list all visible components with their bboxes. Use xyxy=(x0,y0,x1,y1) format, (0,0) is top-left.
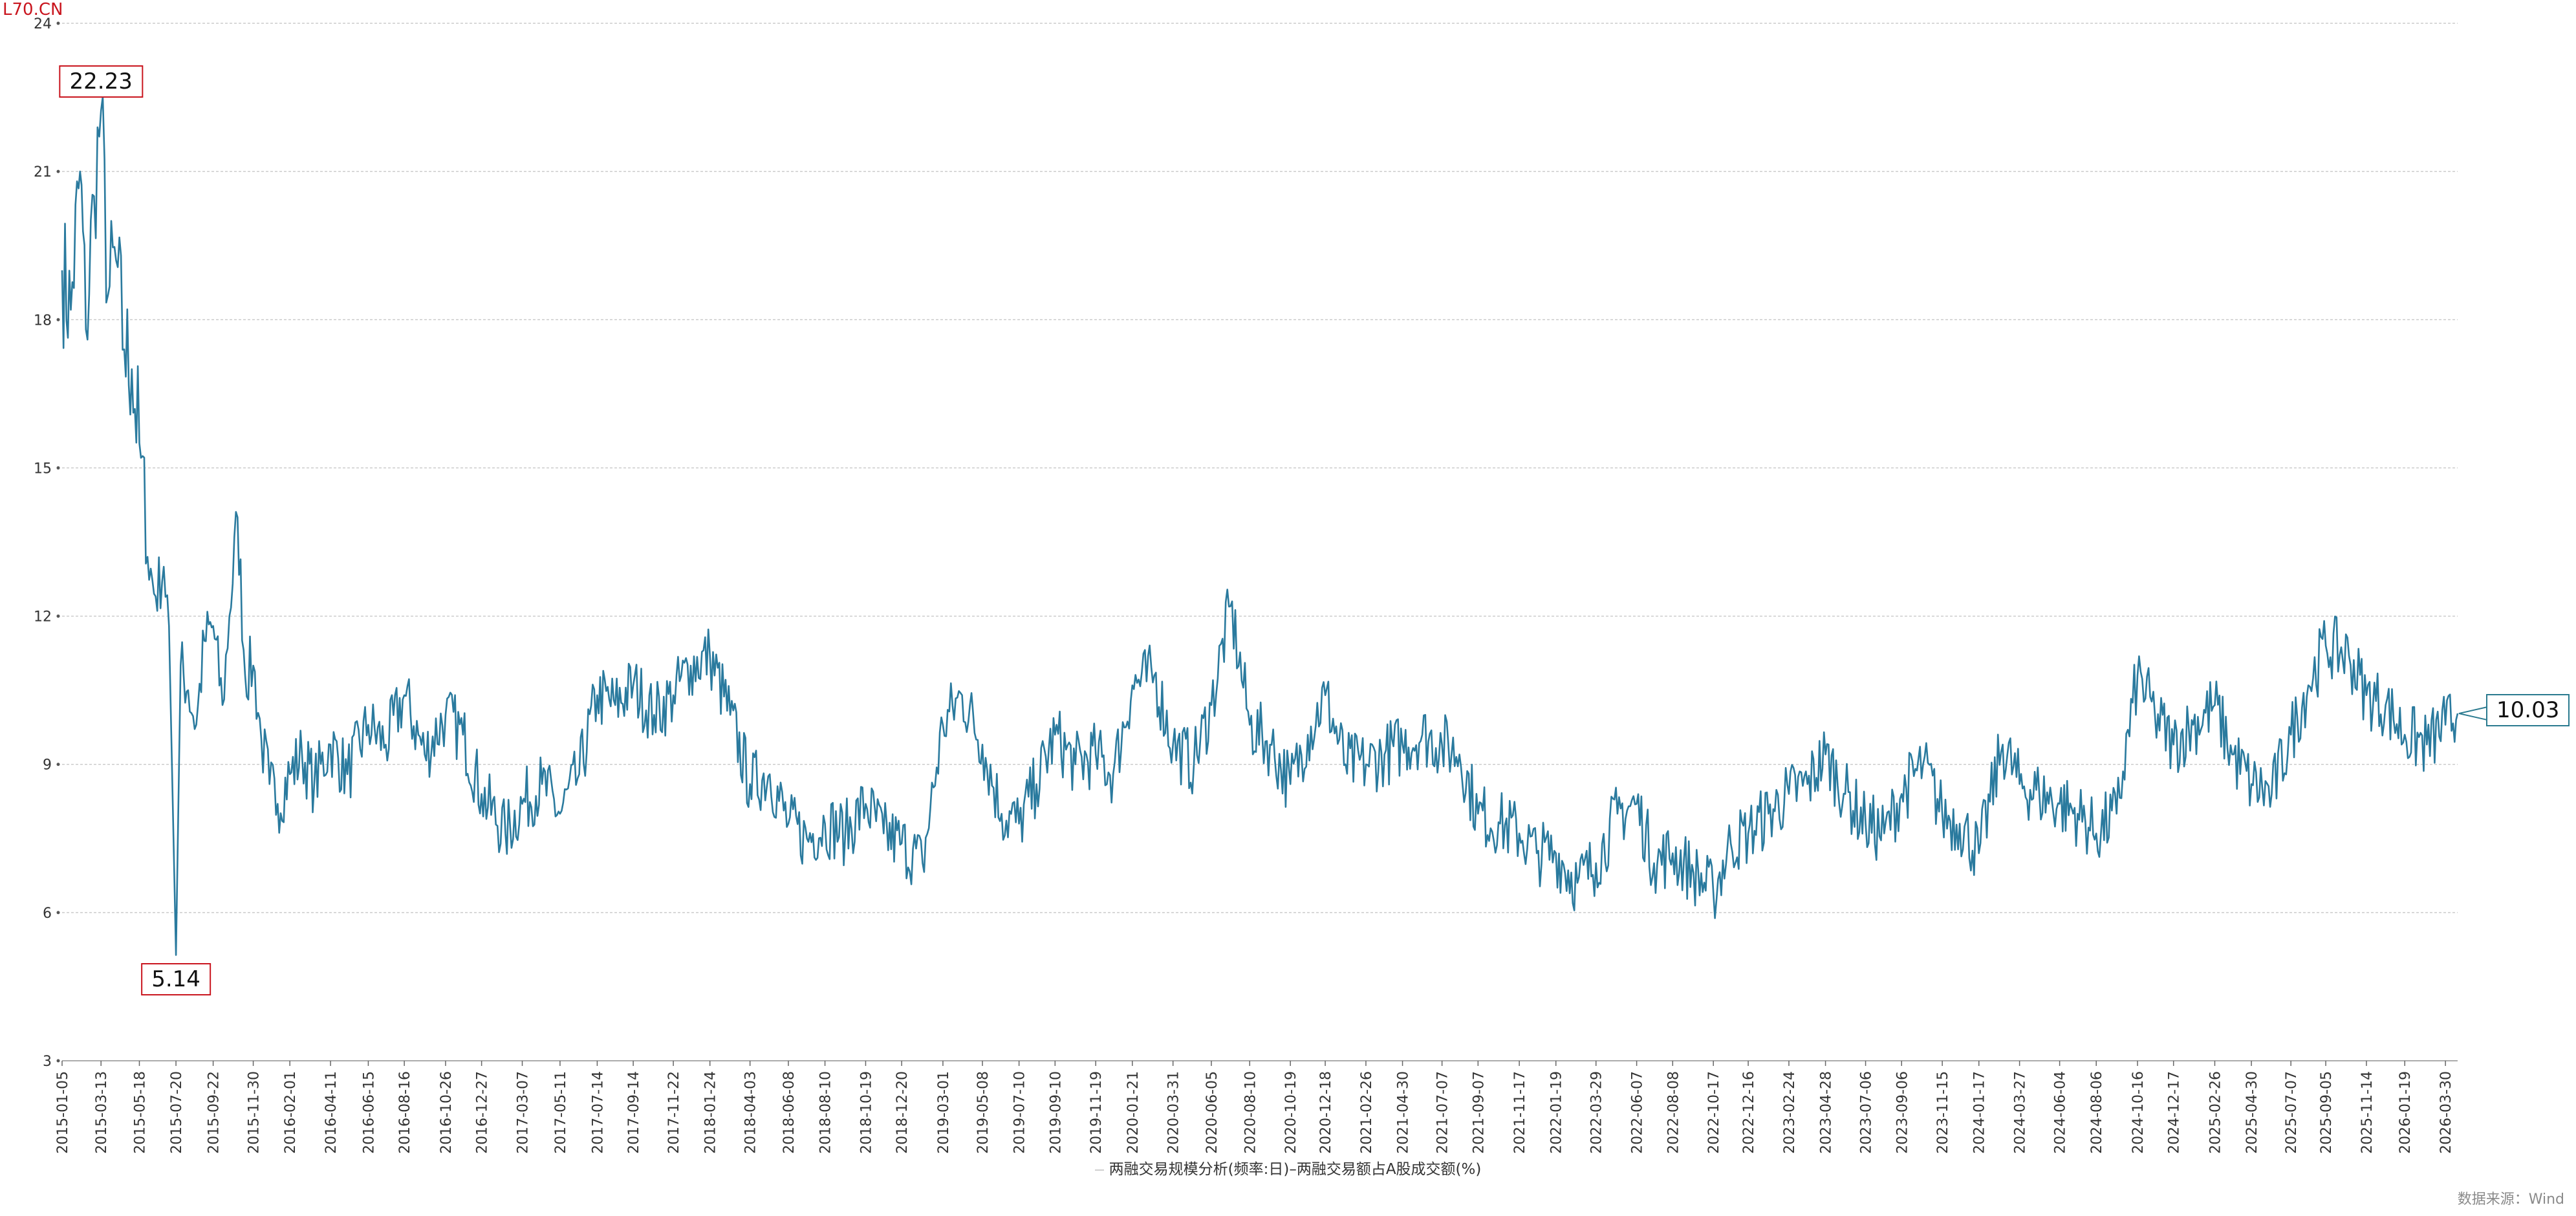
y-tick-label: 24 xyxy=(34,16,52,32)
y-tick-mark xyxy=(56,318,60,321)
legend-swatch xyxy=(1094,1169,1104,1171)
x-tick-label: 2015-01-05 xyxy=(55,1071,71,1154)
x-tick-label: 2023-07-06 xyxy=(1859,1071,1875,1154)
x-tick-label: 2015-09-22 xyxy=(206,1071,222,1154)
x-tick-label: 2015-03-13 xyxy=(94,1071,110,1154)
series-line xyxy=(61,96,2459,956)
y-tick-label: 6 xyxy=(43,906,52,922)
x-tick-label: 2020-08-10 xyxy=(1242,1071,1259,1154)
legend[interactable]: 两融交易规模分析(频率:日)–两融交易额占A股成交额(%) xyxy=(0,1156,2576,1178)
x-tick-label: 2021-09-07 xyxy=(1471,1071,1487,1154)
chart-code-label: L70.CN xyxy=(3,0,63,19)
last-value-pointer xyxy=(2458,706,2488,721)
x-tick-label: 2019-07-10 xyxy=(1012,1071,1028,1154)
x-tick-label: 2015-07-20 xyxy=(169,1071,185,1154)
x-tick-label: 2016-12-27 xyxy=(475,1071,491,1154)
x-tick-label: 2024-01-17 xyxy=(1972,1071,1988,1154)
x-tick-label: 2025-04-30 xyxy=(2244,1071,2260,1154)
x-tick-label: 2018-01-24 xyxy=(703,1071,719,1154)
y-tick-mark xyxy=(56,911,60,915)
x-tick-label: 2019-03-01 xyxy=(936,1071,952,1154)
y-tick-mark xyxy=(56,1059,60,1063)
x-tick-label: 2016-04-11 xyxy=(323,1071,340,1154)
x-tick-label: 2020-06-05 xyxy=(1204,1071,1220,1154)
x-tick-label: 2024-06-04 xyxy=(2053,1071,2069,1154)
y-tick-label: 12 xyxy=(34,609,52,625)
x-tick-label: 2021-04-30 xyxy=(1396,1071,1412,1154)
x-tick-label: 2021-07-07 xyxy=(1435,1071,1451,1154)
x-tick-label: 2022-06-07 xyxy=(1630,1071,1646,1154)
x-tick-label: 2022-08-08 xyxy=(1665,1071,1682,1154)
x-tick-label: 2019-11-19 xyxy=(1088,1071,1105,1154)
x-tick-label: 2019-09-10 xyxy=(1048,1071,1064,1154)
y-tick-label: 21 xyxy=(34,164,52,180)
x-tick-label: 2024-10-16 xyxy=(2130,1071,2147,1154)
x-tick-label: 2025-07-07 xyxy=(2284,1071,2300,1154)
y-tick-mark xyxy=(56,763,60,766)
x-tick-label: 2018-04-03 xyxy=(743,1071,759,1154)
x-tick-label: 2024-12-17 xyxy=(2167,1071,2183,1154)
last-value-callout: 10.03 xyxy=(2486,694,2570,727)
y-tick-mark xyxy=(56,466,60,470)
x-tick-label: 2023-11-15 xyxy=(1935,1071,1951,1154)
max-value-callout: 22.23 xyxy=(59,65,143,98)
x-tick-label: 2020-01-21 xyxy=(1125,1071,1142,1154)
x-tick-label: 2023-09-06 xyxy=(1894,1071,1910,1154)
x-tick-label: 2015-05-18 xyxy=(132,1071,148,1154)
x-tick-label: 2017-03-07 xyxy=(515,1071,532,1154)
x-tick-label: 2018-10-19 xyxy=(858,1071,874,1154)
x-tick-label: 2022-10-17 xyxy=(1706,1071,1722,1154)
y-tick-label: 18 xyxy=(34,312,52,329)
x-tick-label: 2025-11-14 xyxy=(2359,1071,2376,1154)
x-tick-label: 2026-03-30 xyxy=(2438,1071,2454,1154)
x-tick-label: 2025-02-26 xyxy=(2207,1071,2224,1154)
x-tick-label: 2017-09-14 xyxy=(626,1071,642,1154)
axis-layer: 3 6 9 12 15 18 21 24 2015-01-05 2015-03-13 2015-05… xyxy=(34,16,2458,1154)
grid-layer xyxy=(62,23,2458,1061)
x-tick-label: 2022-12-16 xyxy=(1741,1071,1757,1154)
x-tick-label: 2026-01-19 xyxy=(2397,1071,2414,1154)
x-tick-label: 2024-03-27 xyxy=(2013,1071,2029,1154)
x-tick-label: 2025-09-05 xyxy=(2319,1071,2335,1154)
x-tick-label: 2024-08-06 xyxy=(2089,1071,2105,1154)
x-tick-label: 2016-10-26 xyxy=(438,1071,455,1154)
y-tick-mark xyxy=(56,169,60,173)
min-value-callout: 5.14 xyxy=(141,962,211,995)
y-tick-mark xyxy=(56,21,60,25)
x-tick-label: 2020-10-19 xyxy=(1283,1071,1299,1154)
x-tick-label: 2018-12-20 xyxy=(894,1071,911,1154)
x-tick-label: 2016-08-16 xyxy=(397,1071,413,1154)
x-tick-label: 2018-08-10 xyxy=(818,1071,834,1154)
x-tick-label: 2020-12-18 xyxy=(1318,1071,1334,1154)
y-tick-mark xyxy=(56,614,60,618)
x-tick-label: 2023-04-28 xyxy=(1819,1071,1835,1154)
x-tick-label: 2019-05-08 xyxy=(975,1071,991,1154)
x-tick-label: 2015-11-30 xyxy=(246,1071,263,1154)
x-tick-label: 2016-02-01 xyxy=(283,1071,299,1154)
x-tick-label: 2022-01-19 xyxy=(1549,1071,1565,1154)
x-tick-label: 2017-05-11 xyxy=(553,1071,569,1154)
y-tick-label: 3 xyxy=(43,1054,52,1070)
x-tick-label: 2021-02-26 xyxy=(1359,1071,1375,1154)
x-tick-label: 2023-02-24 xyxy=(1782,1071,1798,1154)
y-tick-label: 9 xyxy=(43,757,52,774)
x-tick-label: 2022-03-29 xyxy=(1589,1071,1605,1154)
x-tick-label: 2018-06-08 xyxy=(781,1071,797,1154)
y-tick-label: 15 xyxy=(34,461,52,477)
x-tick-label: 2017-11-22 xyxy=(666,1071,682,1154)
x-tick-label: 2017-07-14 xyxy=(590,1071,606,1154)
data-source-label: 数据来源：Wind xyxy=(2457,1191,2564,1208)
x-tick-label: 2020-03-31 xyxy=(1166,1071,1182,1154)
x-tick-label: 2016-06-15 xyxy=(361,1071,377,1154)
x-tick-label: 2021-11-17 xyxy=(1512,1071,1528,1154)
series-layer xyxy=(61,96,2488,956)
legend-label: 两融交易规模分析(频率:日)–两融交易额占A股成交额(%) xyxy=(1109,1161,1482,1178)
